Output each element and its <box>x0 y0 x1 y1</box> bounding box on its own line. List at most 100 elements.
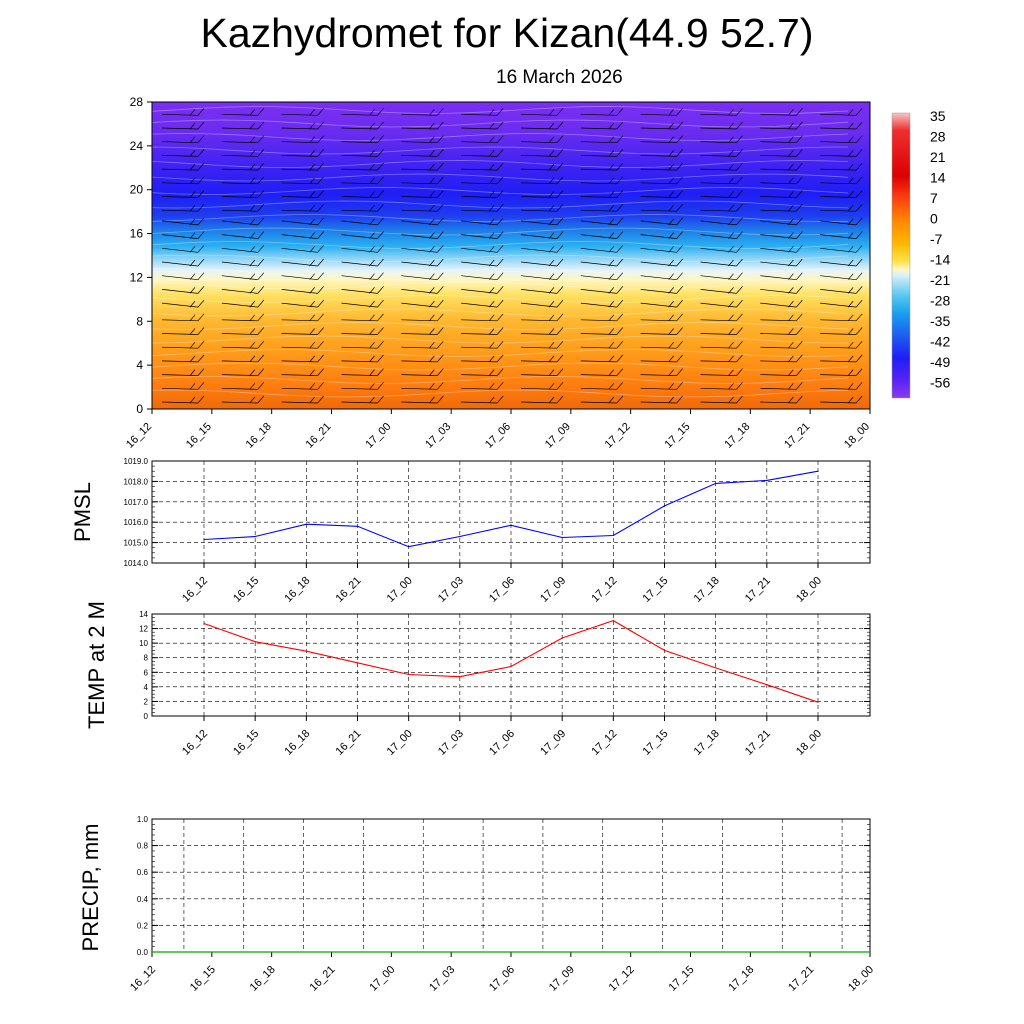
wind-barb <box>580 245 624 253</box>
wind-barb <box>401 327 444 335</box>
temp-panel: 0 2 4 6 8 10 12 14 16_12 16_15 16_18 16_21 17_00 17_0… <box>84 601 871 758</box>
wind-barb <box>580 231 624 239</box>
wind-barb <box>221 149 265 157</box>
wind-barb <box>281 382 324 390</box>
data-point <box>356 662 359 664</box>
wind-barb <box>580 299 624 308</box>
wind-barb <box>820 190 863 198</box>
wind-barb <box>700 286 743 294</box>
wind-barb <box>341 299 384 308</box>
wind-barb <box>461 368 504 376</box>
wind-barb <box>161 258 205 267</box>
wind-barb <box>341 368 384 376</box>
wind-barb <box>520 135 564 144</box>
wind-barb <box>700 354 743 363</box>
wind-barb <box>700 190 743 198</box>
y-tick-label: 4 <box>144 683 149 692</box>
data-point <box>781 951 783 953</box>
wind-barb <box>281 327 324 335</box>
y-tick-label: 8 <box>136 314 143 328</box>
wind-barb <box>461 135 504 144</box>
wind-barb <box>820 149 863 157</box>
wind-barb <box>341 258 384 267</box>
wind-barb <box>161 354 205 363</box>
wind-barb <box>760 231 803 239</box>
wind-barb <box>520 121 564 130</box>
data-point <box>203 538 205 541</box>
wind-barb <box>700 340 743 349</box>
wind-barb <box>520 299 564 308</box>
colorbar-label: -35 <box>930 313 950 329</box>
colorbar: 35 28 21 14 7 0 -7 -14 -21 -28 -35 -42 -49 -56 <box>891 108 950 399</box>
wind-barb <box>580 203 624 212</box>
wind-barb <box>820 108 863 116</box>
wind-barb <box>520 176 564 185</box>
wind-barb <box>640 149 683 157</box>
contour-line <box>151 187 849 195</box>
wind-barb <box>700 162 743 171</box>
wind-barb <box>700 382 743 390</box>
wind-barb <box>580 382 624 390</box>
wind-barb <box>221 245 265 253</box>
wind-barb <box>760 162 803 171</box>
wind-barb <box>461 340 504 349</box>
wind-barb <box>341 313 384 322</box>
x-tick-label: 17_12 <box>603 421 633 451</box>
x-tick-label: 16_15 <box>188 964 218 994</box>
wind-barb <box>820 272 863 281</box>
y-tick-label: 1015.0 <box>124 539 149 548</box>
y-tick-label: 1018.0 <box>124 477 149 486</box>
wind-barb <box>820 245 863 253</box>
wind-barb <box>520 217 564 226</box>
wind-barb <box>161 395 205 404</box>
wind-barb <box>700 395 743 404</box>
wind-barb <box>341 327 384 335</box>
wind-barb <box>820 176 863 185</box>
wind-barb <box>520 382 564 390</box>
wind-barb <box>700 176 743 185</box>
data-point <box>243 951 245 953</box>
wind-barb <box>161 245 205 253</box>
wind-barb <box>640 108 683 116</box>
wind-barb <box>221 231 265 239</box>
wind-barb <box>461 258 504 267</box>
wind-barb <box>281 190 324 198</box>
wind-barb <box>161 340 205 349</box>
wind-barb <box>341 245 384 253</box>
wind-barb <box>760 149 803 157</box>
wind-barb <box>700 203 743 212</box>
y-tick-label: 1.0 <box>137 815 149 824</box>
wind-barb <box>520 395 564 404</box>
wind-barb <box>401 217 444 226</box>
wind-barb <box>640 121 683 130</box>
wind-barb <box>461 272 504 281</box>
wind-barb <box>461 162 504 171</box>
wind-barb <box>820 231 863 239</box>
wind-barb <box>341 395 384 404</box>
wind-barb <box>700 299 743 308</box>
data-point <box>766 479 768 481</box>
wind-barb <box>640 258 683 267</box>
wind-barb <box>760 217 803 226</box>
x-tick-label: 17_21 <box>743 728 773 758</box>
wind-barb <box>221 162 265 171</box>
wind-barb <box>580 327 624 335</box>
y-tick-label: 0.8 <box>137 842 149 851</box>
data-point <box>721 951 724 953</box>
contour-line <box>151 200 849 209</box>
wind-barb <box>281 313 324 322</box>
wind-barb <box>221 299 265 308</box>
y-tick-label: 20 <box>130 183 144 197</box>
wind-barb <box>640 231 683 239</box>
x-tick-label: 17_15 <box>667 964 697 994</box>
y-tick-label: 0 <box>136 402 143 416</box>
wind-barb <box>281 395 324 404</box>
colorbar-label: -56 <box>930 375 950 391</box>
wind-barb <box>341 231 384 239</box>
wind-barb <box>580 340 624 349</box>
wind-barb <box>640 203 683 212</box>
wind-barb <box>281 203 324 212</box>
wind-barb <box>640 299 683 308</box>
wind-barb <box>520 108 564 116</box>
wind-barb <box>520 313 564 322</box>
